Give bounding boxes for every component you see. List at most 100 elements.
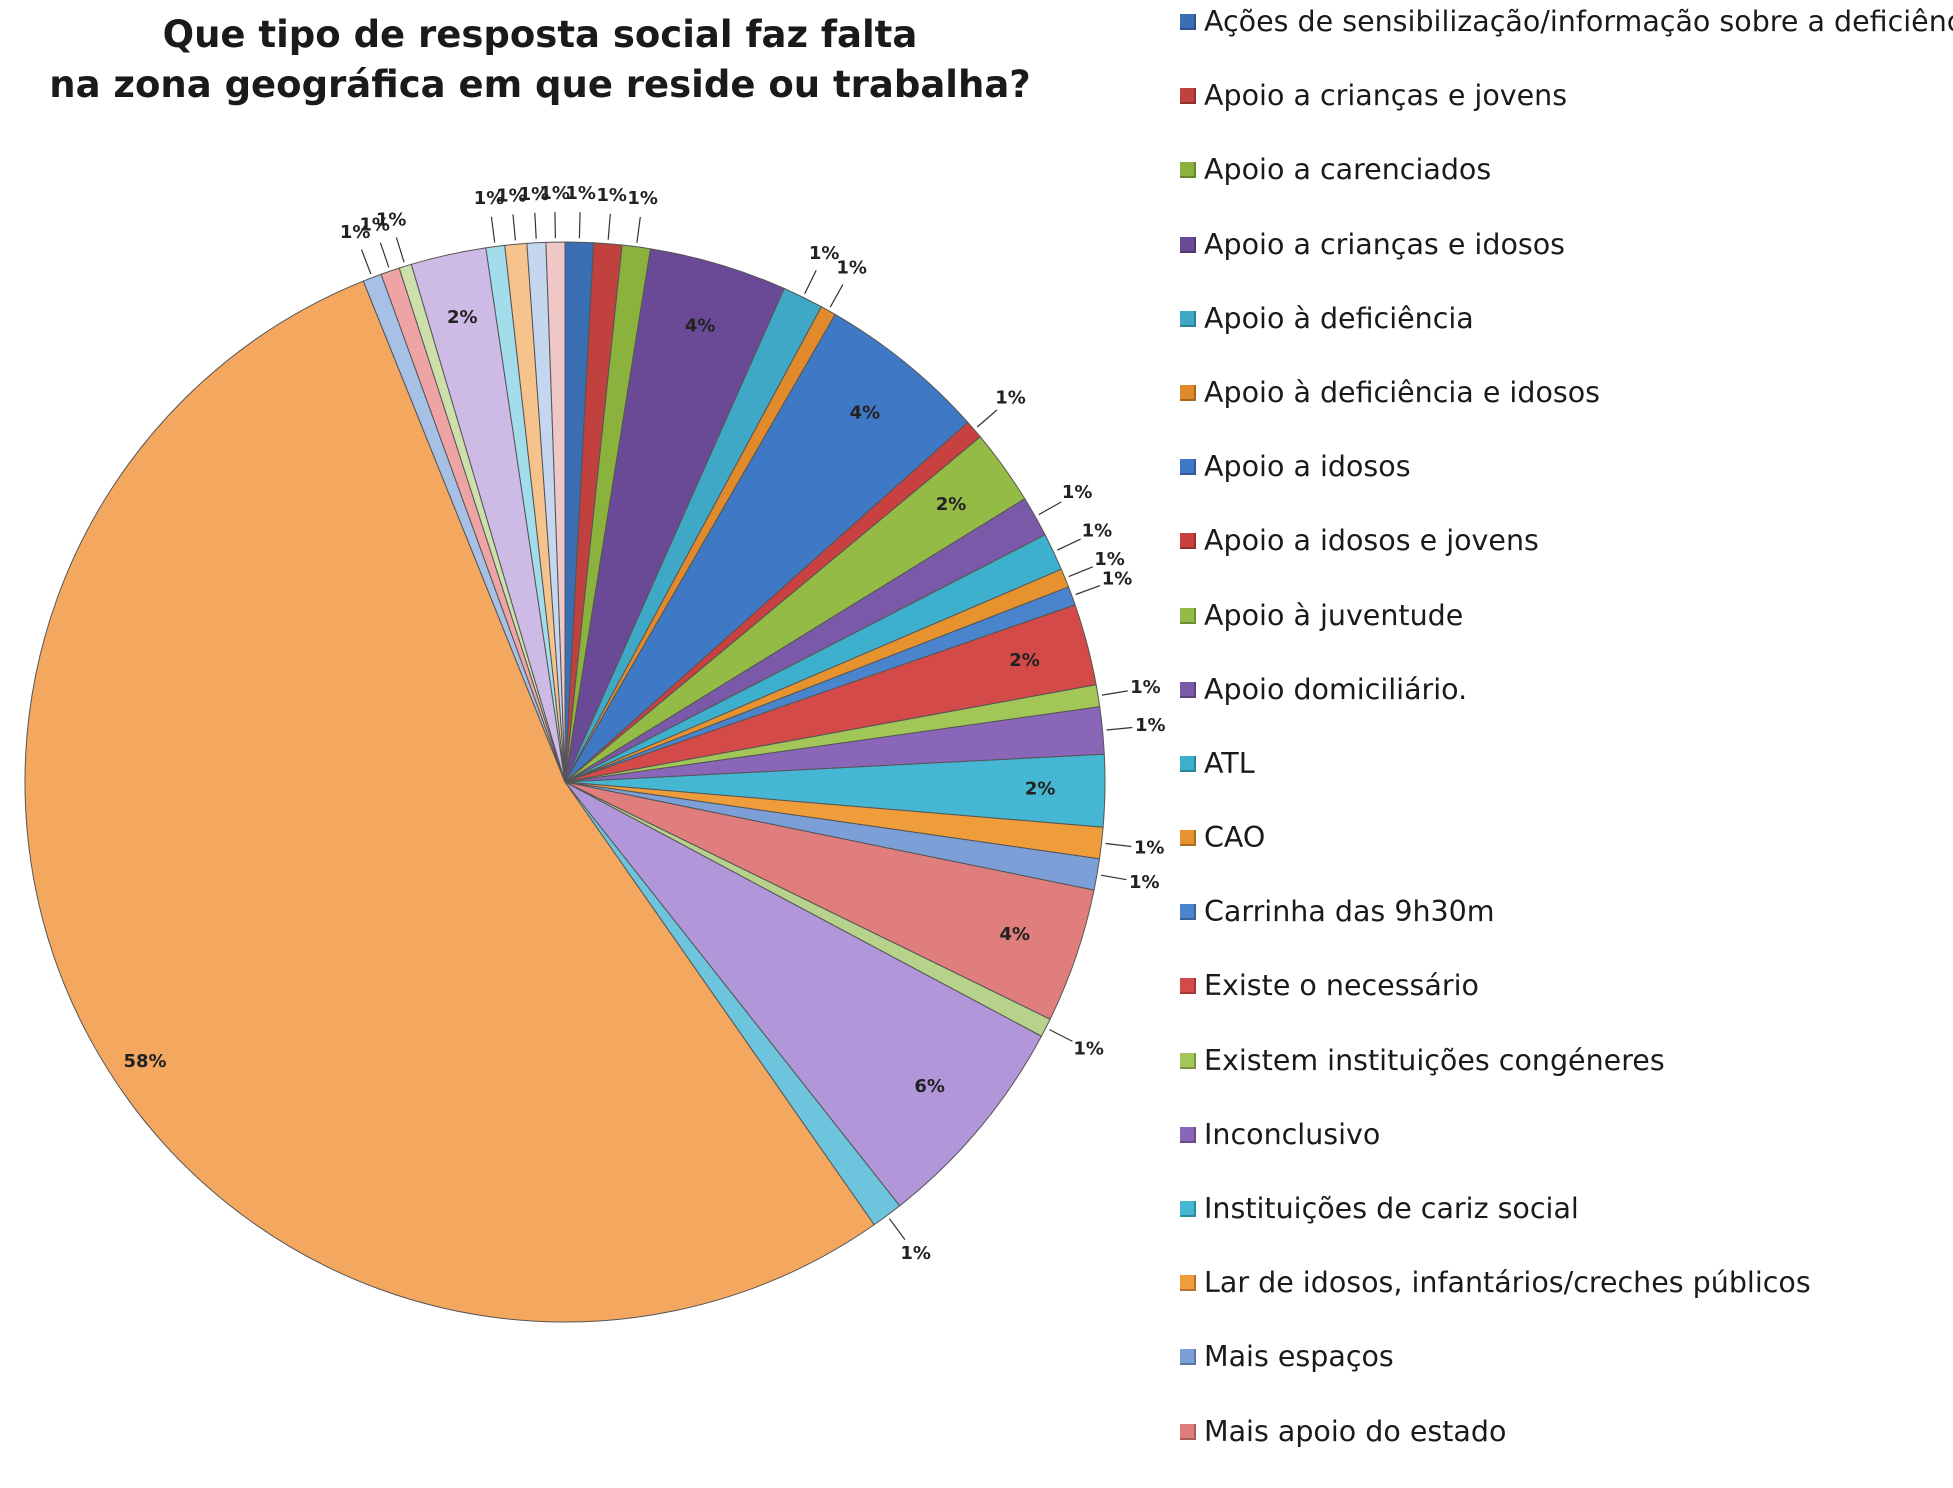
legend-item: Apoio a crianças e idosos [1180,227,1953,301]
leader-line-10 [1056,538,1081,551]
data-label-8: 2% [936,494,967,515]
legend-swatch [1180,14,1196,30]
data-label-26: 1% [376,209,407,230]
legend-label: Existe o necessário [1204,969,1479,1003]
legend-label: Carrinha das 9h30m [1204,895,1495,929]
data-label-12: 1% [1102,568,1133,589]
legend-swatch [1180,755,1196,772]
leader-line-30 [534,212,537,239]
data-label-24: 1% [340,222,371,243]
legend-item: Carrinha das 9h30m [1180,894,1953,968]
legend-swatch [1180,162,1196,179]
legend-label: Instituições de cariz social [1204,1192,1579,1225]
legend-label: Apoio a idosos [1204,450,1411,484]
legend-label: Apoio à deficiência [1204,301,1474,335]
data-label-16: 2% [1025,779,1056,800]
data-label-6: 4% [850,402,881,423]
legend-item: Apoio a idosos e jovens [1180,523,1953,597]
data-label-9: 1% [1062,482,1093,503]
chart-title-line-1: Que tipo de resposta social faz falta [162,13,918,56]
data-label-14: 1% [1130,677,1161,698]
leader-line-17 [1105,842,1132,848]
legend-item: Apoio a carenciados [1180,152,1953,226]
legend-swatch [1180,830,1196,847]
legend-label: Lar de idosos, infantários/creches públi… [1204,1266,1811,1300]
data-label-21: 6% [914,1076,945,1097]
data-label-10: 1% [1082,521,1113,542]
pie-slice-23 [24,280,875,1323]
legend-swatch [1180,1052,1196,1069]
legend-swatch [1180,459,1196,476]
data-label-15: 1% [1135,715,1166,736]
data-label-13: 2% [1009,650,1040,671]
leader-line-22 [888,1218,906,1240]
data-label-11: 1% [1094,549,1125,570]
legend-item: Apoio à juventude [1180,598,1953,672]
leader-line-29 [512,214,516,241]
legend-item: CAO [1180,820,1953,894]
data-label-5: 1% [836,258,867,279]
legend-label: Apoio a crianças e jovens [1204,79,1568,113]
data-label-4: 1% [809,243,840,264]
legend-swatch [1180,88,1196,105]
data-label-3: 4% [685,315,716,336]
legend-swatch [1180,1423,1196,1440]
legend-swatch [1180,978,1196,995]
legend-label: Apoio domiciliário. [1204,672,1468,706]
legend-label: CAO [1204,821,1266,855]
legend-swatch [1180,236,1196,253]
data-label-30: 1% [519,184,550,205]
pie-slice-31 [545,241,566,783]
data-label-20: 1% [1073,1039,1104,1060]
leader-line-1 [607,213,611,240]
leader-line-31 [554,212,556,239]
leader-line-14 [1101,690,1128,696]
pie-slice-21 [564,781,1043,1207]
legend-item: Apoio a idosos [1180,449,1953,523]
legend-label: Existem instituições congéneres [1204,1043,1665,1077]
data-label-2: 1% [627,188,658,209]
legend-item: Apoio a crianças e jovens [1180,78,1953,152]
leader-line-9 [1038,501,1062,516]
leader-line-12 [1075,585,1101,596]
data-label-29: 1% [496,185,527,206]
leader-line-26 [395,237,405,263]
data-label-28: 1% [474,188,505,209]
legend-item: Inconclusivo [1180,1117,1953,1191]
leader-line-24 [360,249,372,275]
leader-line-2 [636,216,641,243]
legend-swatch [1180,533,1196,550]
leader-line-7 [976,409,998,428]
legend-swatch [1180,1349,1196,1366]
legend-item: Lar de idosos, infantários/creches públi… [1180,1265,1953,1339]
data-label-7: 1% [995,387,1026,408]
legend-swatch [1180,681,1196,698]
chart-title-line-2: na zona geográfica em que reside ou trab… [49,63,1031,106]
legend-label: Apoio a crianças e idosos [1204,227,1566,261]
legend-item: Apoio à deficiência e idosos [1180,375,1953,449]
legend-item: Apoio à deficiência [1180,301,1953,375]
leader-line-11 [1068,566,1094,578]
legend-item: Existem instituições congéneres [1180,1043,1953,1117]
legend-label: Inconclusivo [1204,1117,1381,1151]
data-label-31: 1% [539,183,570,204]
leader-line-18 [1100,874,1127,881]
leader-line-25 [379,242,390,268]
legend-swatch [1180,1275,1196,1292]
data-label-17: 1% [1134,838,1165,859]
legend-swatch [1180,1201,1196,1217]
legend-label: Apoio à deficiência e idosos [1204,375,1601,409]
legend: Ações de sensibilização/informação sobre… [1180,4,1953,1488]
legend-label: Mais espaços [1204,1340,1394,1374]
legend-swatch [1180,1126,1196,1143]
leader-line-15 [1106,726,1133,731]
legend-swatch [1180,384,1196,401]
legend-item: Ações de sensibilização/informação sobre… [1180,4,1953,78]
leader-line-5 [829,284,844,308]
data-label-25: 1% [359,215,390,236]
legend-swatch [1180,607,1196,624]
legend-item: Apoio domiciliário. [1180,672,1953,746]
legend-label: Apoio a carenciados [1204,153,1492,187]
pie-slice-6 [564,313,969,783]
legend-swatch [1180,904,1196,921]
